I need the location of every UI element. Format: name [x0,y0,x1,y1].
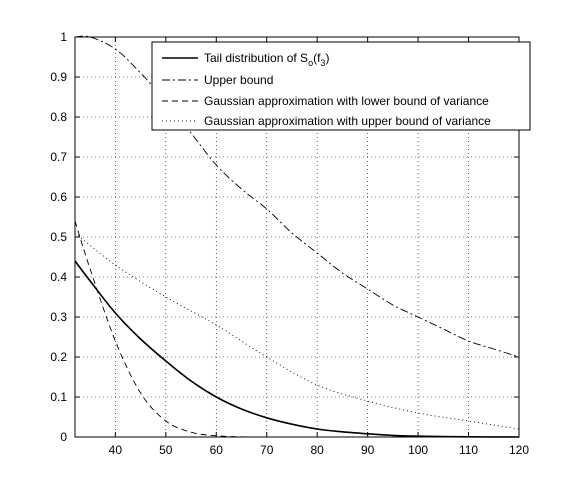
legend-text-sub1: o [308,58,313,68]
y-tick-label: 0.7 [50,150,67,164]
y-tick-label: 0.6 [50,190,67,204]
legend-box [151,41,531,131]
series-line-dashed [74,220,267,438]
legend-label-gaussian-lower: Gaussian approximation with lower bound … [204,94,489,108]
tick-group: 40 50 60 70 80 90 100 110 120 0 0.1 0.2 0.3 0.4 0.5 0.6… [50,30,529,457]
y-tick-label: 0.9 [50,70,67,84]
x-tick-label: 40 [109,443,123,457]
legend-label-tail-distribution: Tail distribution of So(f3) [204,51,329,68]
x-tick-label: 50 [159,443,173,457]
legend-label-upper-bound: Upper bound [204,73,273,87]
y-tick-label: 0.5 [50,230,67,244]
y-tick-label: 0.8 [50,110,67,124]
x-tick-label: 80 [311,443,325,457]
series-line-solid [74,260,520,438]
y-tick-label: 0.4 [50,270,67,284]
x-tick-label: 110 [459,443,478,457]
legend: Tail distribution of So(f3) Upper bound … [151,41,531,131]
x-tick-label: 120 [509,443,529,457]
y-tick-label: 0.1 [50,390,67,404]
y-tick-label: 1 [60,30,67,44]
legend-text-sub2: 3 [320,58,325,68]
legend-text-mid: (f [313,51,321,65]
x-tick-label: 90 [361,443,375,457]
x-tick-label: 70 [260,443,274,457]
series-line-dotted [74,232,520,430]
y-tick-label: 0.3 [50,310,67,324]
x-tick-label: 60 [210,443,224,457]
legend-text-end: ) [325,51,329,65]
legend-text-main: Tail distribution of S [204,51,308,65]
y-tick-label: 0 [60,430,67,444]
legend-label-gaussian-upper: Gaussian approximation with upper bound … [204,114,491,128]
series-line-dashdot [74,35,520,358]
grid [75,37,519,437]
x-tick-label: 100 [408,443,428,457]
y-tick-label: 0.2 [50,350,67,364]
